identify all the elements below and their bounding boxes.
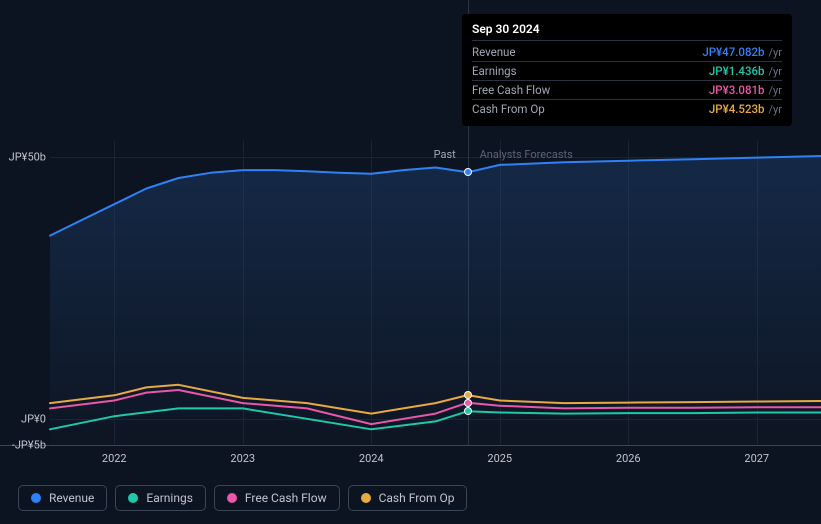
x-tick-label: 2024 — [359, 452, 384, 465]
tooltip-row: Cash From Op JP¥4.523b/yr — [472, 99, 782, 118]
x-tick-label: 2022 — [102, 452, 127, 465]
legend-swatch-icon — [128, 493, 138, 503]
legend-swatch-icon — [361, 493, 371, 503]
tooltip-row-value: JP¥47.082b — [702, 45, 764, 59]
tooltip-row-unit: /yr — [769, 84, 782, 97]
marker-earnings — [464, 407, 472, 415]
marker-revenue — [464, 168, 472, 176]
tooltip-row: Free Cash Flow JP¥3.081b/yr — [472, 80, 782, 99]
tooltip-row-label: Earnings — [472, 64, 517, 78]
tooltip-row-label: Revenue — [472, 45, 516, 59]
y-tick-label: -JP¥5b — [2, 439, 46, 452]
tooltip-row: Revenue JP¥47.082b/yr — [472, 40, 782, 61]
marker-fcf — [464, 399, 472, 407]
tooltip-row: Earnings JP¥1.436b/yr — [472, 61, 782, 80]
legend-swatch-icon — [227, 493, 237, 503]
x-tick-label: 2023 — [230, 452, 255, 465]
tooltip-row-value: JP¥3.081b — [709, 83, 765, 97]
x-tick-label: 2026 — [616, 452, 641, 465]
tooltip-row-label: Free Cash Flow — [472, 83, 550, 97]
y-tick-label: JP¥50b — [2, 151, 46, 164]
forecast-label: Analysts Forecasts — [480, 148, 573, 161]
legend-item-fcf[interactable]: Free Cash Flow — [214, 485, 340, 511]
tooltip-row-unit: /yr — [769, 65, 782, 78]
x-tick-label: 2027 — [744, 452, 769, 465]
tooltip-row-value: JP¥4.523b — [709, 102, 765, 116]
legend-item-cfo[interactable]: Cash From Op — [348, 485, 468, 511]
chart-tooltip: Sep 30 2024 RevenueJP¥47.082b/yrEarnings… — [462, 14, 792, 126]
tooltip-row-unit: /yr — [769, 46, 782, 59]
chart-legend: Revenue Earnings Free Cash Flow Cash From O… — [18, 485, 467, 511]
legend-swatch-icon — [31, 493, 41, 503]
legend-label: Cash From Op — [379, 491, 455, 505]
x-axis — [0, 445, 821, 446]
tooltip-row-value: JP¥1.436b — [709, 64, 765, 78]
tooltip-date: Sep 30 2024 — [472, 22, 782, 36]
y-tick-label: JP¥0 — [2, 412, 46, 425]
tooltip-row-label: Cash From Op — [472, 102, 545, 116]
earnings-revenue-chart: Past Analysts Forecasts JP¥50b JP¥0 -JP¥5b… — [0, 0, 821, 524]
tooltip-row-unit: /yr — [769, 103, 782, 116]
legend-item-revenue[interactable]: Revenue — [18, 485, 107, 511]
legend-label: Revenue — [49, 491, 94, 505]
past-label: Past — [434, 148, 456, 161]
x-tick-label: 2025 — [487, 452, 512, 465]
legend-label: Free Cash Flow — [245, 491, 327, 505]
legend-label: Earnings — [146, 491, 193, 505]
legend-item-earnings[interactable]: Earnings — [115, 485, 206, 511]
marker-cfo — [464, 391, 472, 399]
